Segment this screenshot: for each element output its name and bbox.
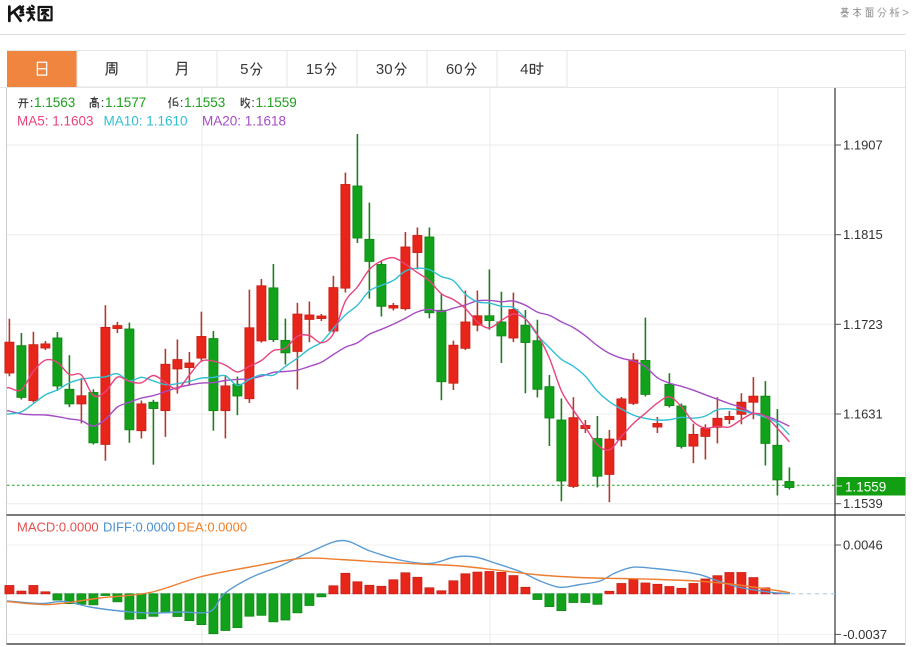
svg-text:DEA:0.0000: DEA:0.0000 xyxy=(177,520,247,535)
svg-text:1.1577: 1.1577 xyxy=(105,95,146,110)
svg-text:1.1559: 1.1559 xyxy=(845,479,886,494)
svg-text:DIFF:0.0000: DIFF:0.0000 xyxy=(103,520,175,535)
svg-text:>: > xyxy=(902,6,909,20)
svg-text:1.1815: 1.1815 xyxy=(843,227,883,242)
svg-text:15: 15 xyxy=(306,61,323,78)
svg-text:MA10: 1.1610: MA10: 1.1610 xyxy=(104,114,188,129)
svg-text::: : xyxy=(180,95,184,110)
svg-text:1.1723: 1.1723 xyxy=(843,317,883,332)
svg-text:1.1631: 1.1631 xyxy=(843,407,883,422)
svg-text:30: 30 xyxy=(376,61,393,78)
svg-text:1.1907: 1.1907 xyxy=(843,138,883,153)
svg-text:1.1563: 1.1563 xyxy=(34,95,75,110)
svg-text:-0.0037: -0.0037 xyxy=(843,627,887,642)
svg-text:5: 5 xyxy=(240,61,248,78)
svg-text::: : xyxy=(251,95,255,110)
svg-text::: : xyxy=(101,95,105,110)
svg-text:MA20: 1.1618: MA20: 1.1618 xyxy=(202,114,286,129)
svg-text:MA5: 1.1603: MA5: 1.1603 xyxy=(17,114,94,129)
svg-text:1.1559: 1.1559 xyxy=(256,95,297,110)
svg-text:4: 4 xyxy=(520,61,528,78)
svg-text:1.1539: 1.1539 xyxy=(843,496,883,511)
svg-text:MACD:0.0000: MACD:0.0000 xyxy=(17,520,99,535)
svg-text::: : xyxy=(30,95,34,110)
svg-text:1.1553: 1.1553 xyxy=(184,95,225,110)
svg-text:60: 60 xyxy=(446,61,463,78)
svg-text:0.0046: 0.0046 xyxy=(843,538,883,553)
